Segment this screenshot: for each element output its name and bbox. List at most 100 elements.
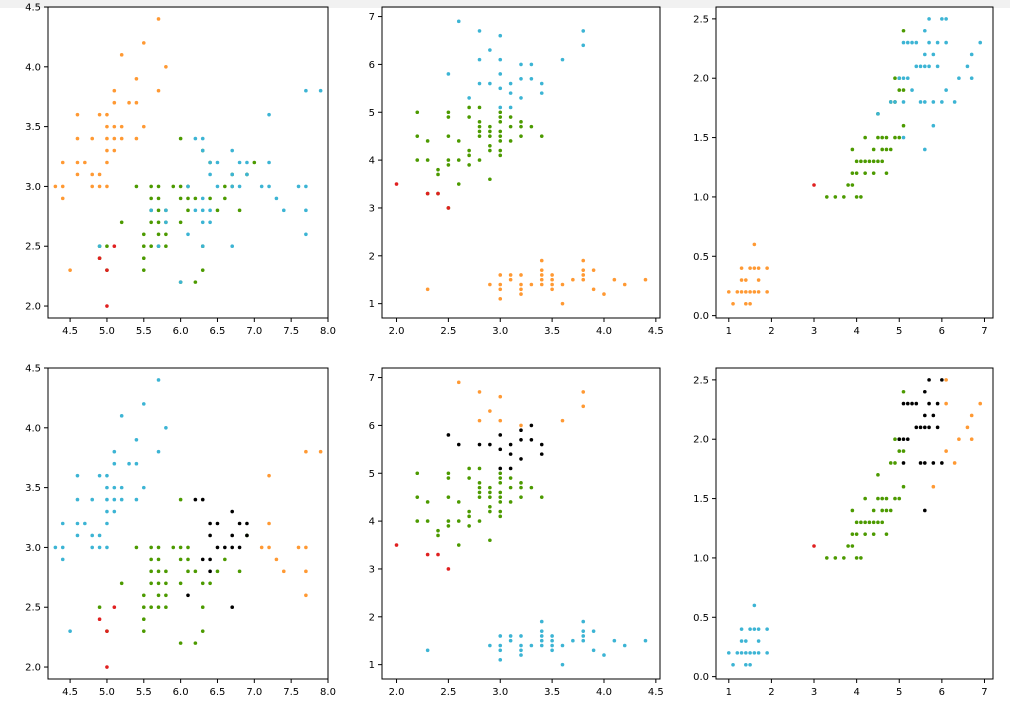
scatter-point bbox=[550, 282, 554, 287]
x-tick-label: 6.0 bbox=[173, 687, 189, 698]
scatter-point bbox=[488, 509, 492, 514]
scatter-point bbox=[467, 96, 471, 100]
scatter-point bbox=[539, 634, 544, 638]
scatter-point bbox=[519, 428, 523, 433]
scatter-point bbox=[846, 544, 850, 548]
y-tick-label: 2 bbox=[369, 612, 375, 623]
scatter-point bbox=[488, 81, 492, 86]
scatter-point bbox=[927, 378, 931, 382]
scatter-point bbox=[75, 497, 80, 502]
scatter-point bbox=[748, 266, 752, 270]
scatter-point bbox=[969, 52, 974, 57]
scatter-point bbox=[756, 651, 761, 655]
scatter-point bbox=[97, 545, 102, 550]
scatter-point bbox=[726, 290, 731, 294]
y-tick-label: 3.5 bbox=[25, 483, 41, 494]
scatter-point bbox=[149, 208, 153, 213]
scatter-point bbox=[923, 147, 927, 152]
scatter-point bbox=[488, 504, 492, 509]
scatter-point bbox=[498, 72, 503, 76]
scatter-subplot-3: 1 2 3 4 5 6 7 0.0 0.5 1.0 1.5 2.0 2.5 bbox=[693, 6, 994, 337]
scatter-point bbox=[105, 112, 109, 117]
scatter-point bbox=[446, 115, 451, 119]
scatter-point bbox=[149, 196, 153, 201]
scatter-point bbox=[529, 124, 534, 129]
scatter-point bbox=[446, 110, 451, 115]
scatter-point bbox=[748, 290, 752, 294]
scatter-point bbox=[550, 643, 554, 648]
scatter-point bbox=[910, 40, 914, 45]
scatter-point bbox=[529, 485, 534, 490]
scatter-point bbox=[508, 273, 513, 277]
scatter-point bbox=[178, 184, 183, 189]
scatter-point bbox=[112, 88, 117, 93]
y-tick-label: 1.5 bbox=[693, 494, 709, 505]
scatter-point bbox=[53, 545, 58, 550]
y-tick-label: 6 bbox=[369, 421, 375, 432]
scatter-point bbox=[901, 437, 906, 442]
scatter-point bbox=[105, 473, 109, 478]
y-tick-label: 1.0 bbox=[693, 553, 709, 564]
scatter-point bbox=[200, 208, 205, 213]
scatter-point bbox=[842, 556, 846, 560]
scatter-point bbox=[539, 273, 544, 277]
scatter-point bbox=[519, 485, 523, 490]
scatter-point bbox=[436, 191, 440, 196]
scatter-point bbox=[105, 244, 109, 249]
scatter-point bbox=[304, 449, 308, 454]
scatter-point bbox=[112, 100, 117, 105]
scatter-point bbox=[425, 139, 430, 143]
y-tick-label: 0.0 bbox=[693, 672, 709, 683]
scatter-point bbox=[75, 172, 80, 177]
scatter-point bbox=[456, 519, 461, 523]
scatter-point bbox=[112, 461, 117, 466]
scatter-point bbox=[539, 619, 544, 624]
scatter-point bbox=[591, 268, 596, 272]
scatter-point bbox=[186, 232, 190, 237]
series-green bbox=[415, 105, 544, 210]
scatter-point bbox=[756, 639, 761, 643]
scatter-point bbox=[112, 244, 117, 249]
scatter-point bbox=[735, 290, 740, 294]
scatter-point bbox=[105, 629, 109, 633]
scatter-point bbox=[90, 172, 95, 177]
scatter-point bbox=[141, 232, 146, 237]
scatter-point bbox=[744, 639, 748, 643]
scatter-point bbox=[318, 88, 323, 93]
scatter-point bbox=[97, 112, 102, 117]
scatter-point bbox=[897, 88, 902, 92]
scatter-point bbox=[488, 485, 492, 490]
scatter-point bbox=[581, 629, 586, 633]
scatter-point bbox=[134, 100, 139, 105]
scatter-point bbox=[456, 380, 461, 385]
series-blue bbox=[726, 603, 769, 667]
scatter-point bbox=[550, 287, 554, 292]
series-green bbox=[97, 497, 249, 645]
scatter-point bbox=[931, 123, 936, 128]
scatter-point bbox=[467, 105, 471, 110]
scatter-point bbox=[752, 242, 757, 247]
scatter-point bbox=[897, 437, 902, 442]
series-green bbox=[415, 466, 544, 547]
scatter-point bbox=[90, 545, 95, 550]
scatter-point bbox=[901, 461, 906, 465]
scatter-point bbox=[935, 40, 940, 45]
x-tick-label: 5.5 bbox=[136, 687, 152, 698]
scatter-point bbox=[498, 57, 503, 62]
scatter-point bbox=[119, 136, 124, 141]
scatter-point bbox=[914, 425, 919, 430]
scatter-point bbox=[508, 277, 513, 282]
scatter-point bbox=[901, 401, 906, 406]
scatter-point bbox=[119, 414, 124, 418]
scatter-point bbox=[477, 134, 482, 138]
scatter-point bbox=[245, 160, 249, 165]
scatter-point bbox=[581, 390, 586, 394]
scatter-point bbox=[854, 159, 859, 164]
scatter-point bbox=[488, 538, 492, 543]
scatter-point bbox=[467, 514, 471, 519]
scatter-point bbox=[267, 160, 271, 165]
scatter-point bbox=[90, 497, 95, 502]
scatter-point bbox=[208, 208, 212, 213]
scatter-point bbox=[871, 508, 876, 513]
x-tick-label: 7.5 bbox=[283, 326, 299, 337]
